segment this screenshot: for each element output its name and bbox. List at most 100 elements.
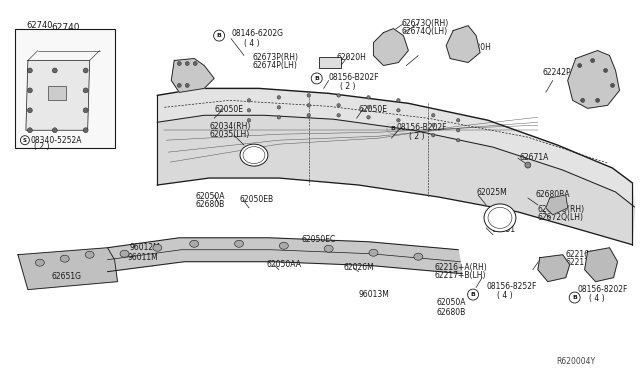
Circle shape — [367, 115, 371, 119]
Circle shape — [611, 83, 614, 87]
Text: 62680B: 62680B — [436, 308, 465, 317]
Bar — [48, 86, 66, 100]
Ellipse shape — [280, 242, 289, 249]
Circle shape — [185, 61, 189, 65]
Text: 62673Q(RH): 62673Q(RH) — [401, 19, 449, 28]
Text: 08156-8252F: 08156-8252F — [486, 282, 536, 291]
Text: S: S — [23, 138, 27, 143]
Text: B: B — [572, 295, 577, 300]
Ellipse shape — [60, 255, 69, 262]
Polygon shape — [568, 51, 620, 108]
Ellipse shape — [189, 240, 198, 247]
Circle shape — [52, 68, 57, 73]
Text: 62671Q(RH): 62671Q(RH) — [538, 205, 585, 214]
Bar — [319, 57, 340, 68]
Text: 62242P: 62242P — [543, 68, 572, 77]
Text: 62671A: 62671A — [520, 153, 549, 162]
Ellipse shape — [234, 240, 243, 247]
Circle shape — [247, 99, 251, 102]
Circle shape — [456, 138, 460, 142]
Circle shape — [83, 128, 88, 133]
Text: 62651G: 62651G — [52, 272, 82, 280]
Polygon shape — [108, 238, 462, 274]
Polygon shape — [446, 26, 480, 62]
Text: ( 4 ): ( 4 ) — [589, 294, 604, 302]
Circle shape — [307, 103, 310, 107]
Ellipse shape — [369, 249, 378, 256]
Text: 62020H: 62020H — [337, 52, 367, 61]
Text: 08146-6202G: 08146-6202G — [231, 29, 283, 38]
Circle shape — [431, 134, 435, 137]
Circle shape — [28, 88, 33, 93]
Circle shape — [28, 68, 33, 73]
Circle shape — [247, 118, 251, 122]
Text: 62050EB: 62050EB — [239, 195, 273, 204]
Circle shape — [177, 83, 181, 87]
Text: R620004Y: R620004Y — [556, 357, 595, 366]
Circle shape — [604, 68, 607, 73]
Circle shape — [28, 108, 33, 113]
Circle shape — [397, 118, 400, 122]
Polygon shape — [374, 29, 408, 65]
Text: B: B — [217, 33, 221, 38]
Polygon shape — [172, 58, 214, 92]
Circle shape — [431, 113, 435, 117]
Ellipse shape — [484, 204, 516, 232]
Text: 62080H: 62080H — [461, 42, 491, 52]
Text: 08156-B202F: 08156-B202F — [396, 123, 447, 132]
Text: 08340-5252A: 08340-5252A — [31, 136, 83, 145]
Text: 62674P(LH): 62674P(LH) — [253, 61, 298, 70]
Circle shape — [307, 113, 310, 117]
Circle shape — [185, 83, 189, 87]
Text: 62050AA: 62050AA — [267, 260, 302, 269]
Text: 96012M: 96012M — [129, 243, 160, 252]
Circle shape — [247, 109, 251, 112]
Circle shape — [307, 94, 310, 97]
Text: 62050A: 62050A — [195, 192, 225, 201]
Text: B: B — [314, 76, 319, 81]
Circle shape — [397, 109, 400, 112]
Circle shape — [177, 61, 181, 65]
Polygon shape — [157, 115, 634, 245]
Circle shape — [277, 106, 281, 109]
Polygon shape — [546, 195, 568, 215]
Text: 62035(LH): 62035(LH) — [209, 130, 250, 139]
Polygon shape — [584, 248, 618, 282]
Text: 62680BA: 62680BA — [536, 190, 570, 199]
Circle shape — [52, 128, 57, 133]
Text: 62217+B(LH): 62217+B(LH) — [435, 271, 486, 280]
Ellipse shape — [240, 144, 268, 166]
Circle shape — [431, 124, 435, 127]
Text: 62050E: 62050E — [358, 105, 388, 114]
Text: 62034(RH): 62034(RH) — [209, 122, 250, 131]
Text: 96013M: 96013M — [358, 289, 389, 299]
Text: ( 4 ): ( 4 ) — [244, 39, 260, 48]
Circle shape — [337, 103, 340, 107]
Ellipse shape — [414, 253, 423, 260]
Text: B: B — [470, 292, 476, 297]
Text: B: B — [390, 126, 395, 131]
Ellipse shape — [324, 245, 333, 252]
Circle shape — [337, 113, 340, 117]
Circle shape — [83, 108, 88, 113]
Text: ( 4 ): ( 4 ) — [497, 291, 513, 299]
Bar — [15, 29, 115, 148]
Ellipse shape — [35, 259, 44, 266]
Circle shape — [367, 106, 371, 109]
Polygon shape — [18, 248, 118, 289]
Circle shape — [337, 94, 340, 97]
Text: 62740: 62740 — [27, 21, 53, 30]
Text: 62674Q(LH): 62674Q(LH) — [401, 27, 447, 36]
Text: 62050EC: 62050EC — [302, 235, 336, 244]
Circle shape — [277, 96, 281, 99]
Circle shape — [367, 96, 371, 99]
Circle shape — [193, 61, 197, 65]
Text: 96011M: 96011M — [127, 253, 158, 262]
Ellipse shape — [153, 244, 162, 251]
Ellipse shape — [120, 250, 129, 257]
Polygon shape — [538, 255, 570, 282]
Circle shape — [580, 98, 584, 102]
Text: 62026M: 62026M — [344, 263, 374, 272]
Text: 62680B: 62680B — [195, 200, 225, 209]
Circle shape — [596, 98, 600, 102]
